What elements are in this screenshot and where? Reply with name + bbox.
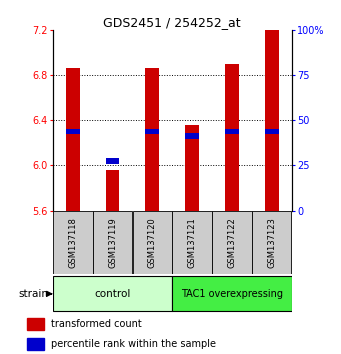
Bar bbox=[133, 211, 172, 274]
Bar bbox=[93, 211, 132, 274]
Bar bbox=[225, 129, 239, 135]
Bar bbox=[265, 30, 279, 211]
Bar bbox=[53, 276, 172, 312]
Text: control: control bbox=[94, 289, 131, 299]
Bar bbox=[106, 170, 119, 211]
Text: TAC1 overexpressing: TAC1 overexpressing bbox=[181, 289, 283, 299]
Bar bbox=[265, 129, 279, 135]
Bar bbox=[225, 64, 239, 211]
Text: percentile rank within the sample: percentile rank within the sample bbox=[51, 339, 216, 349]
Text: GSM137121: GSM137121 bbox=[188, 217, 197, 268]
Bar bbox=[145, 68, 159, 211]
Bar bbox=[172, 276, 292, 312]
Text: strain: strain bbox=[19, 289, 49, 299]
Bar bbox=[106, 158, 119, 164]
Bar bbox=[185, 133, 199, 139]
Bar bbox=[27, 338, 44, 350]
Bar bbox=[66, 129, 80, 135]
Text: transformed count: transformed count bbox=[51, 319, 142, 329]
Bar bbox=[66, 68, 80, 211]
Title: GDS2451 / 254252_at: GDS2451 / 254252_at bbox=[103, 16, 241, 29]
Bar bbox=[212, 211, 252, 274]
Text: GSM137120: GSM137120 bbox=[148, 217, 157, 268]
Bar bbox=[145, 129, 159, 135]
Bar bbox=[172, 211, 212, 274]
Text: GSM137118: GSM137118 bbox=[68, 217, 77, 268]
Bar bbox=[185, 125, 199, 211]
Text: GSM137119: GSM137119 bbox=[108, 217, 117, 268]
Bar bbox=[252, 211, 292, 274]
Text: GSM137123: GSM137123 bbox=[267, 217, 276, 268]
Bar bbox=[53, 211, 92, 274]
Bar bbox=[27, 318, 44, 330]
Text: GSM137122: GSM137122 bbox=[227, 217, 236, 268]
